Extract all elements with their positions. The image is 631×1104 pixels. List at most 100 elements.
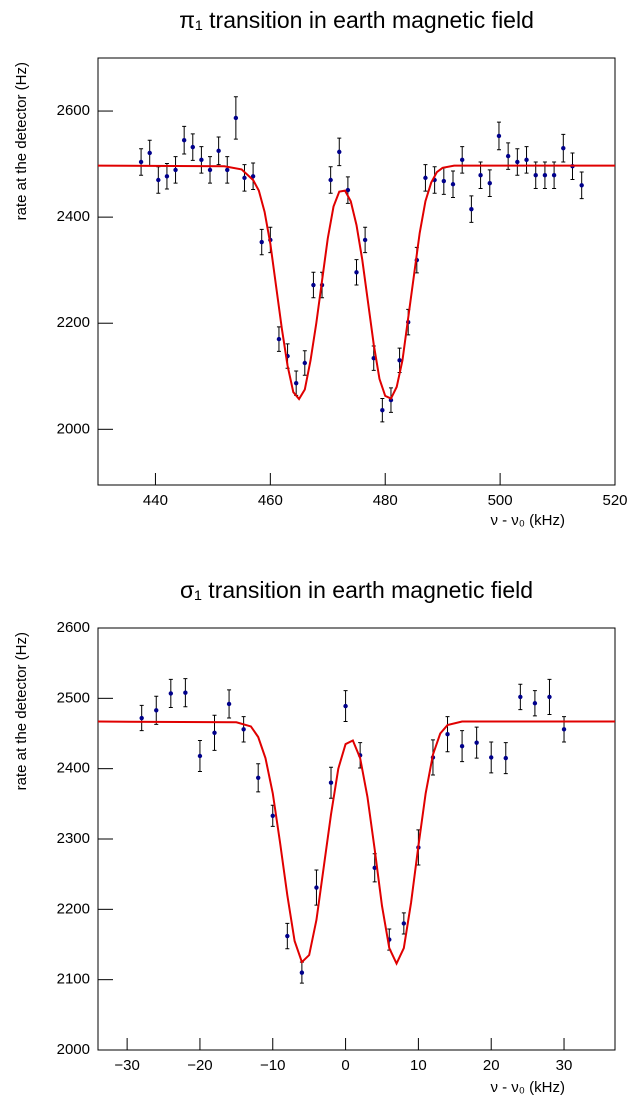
data-point [285, 933, 290, 939]
x-tick-label: −10 [260, 1057, 285, 1074]
data-point [259, 239, 264, 245]
data-point [496, 133, 502, 139]
data-point [190, 144, 195, 150]
data-point [181, 138, 187, 143]
data-point [242, 175, 247, 181]
x-tick-label: 10 [410, 1057, 427, 1074]
chart-title: σ₁ transition in earth magnetic field [180, 577, 533, 603]
panel: π₁ transition in earth magnetic field ν -… [13, 7, 628, 529]
data-point [183, 690, 188, 695]
y-axis-label: rate at the detector (Hz) [13, 62, 30, 220]
data-point [207, 167, 213, 173]
data-point [276, 336, 282, 342]
x-tick-label: −20 [187, 1057, 212, 1074]
data-point [173, 167, 178, 173]
data-point [561, 145, 566, 151]
data-point [250, 174, 256, 179]
data-point [156, 177, 161, 183]
x-tick-label: 20 [483, 1057, 500, 1074]
data-point [487, 180, 492, 186]
data-point [343, 703, 348, 709]
fit-curve [98, 164, 615, 401]
data-point [505, 153, 511, 159]
data-point [138, 159, 144, 165]
data-point [233, 115, 239, 121]
data-point [164, 174, 170, 179]
panel: σ₁ transition in earth magnetic field ν -… [13, 577, 616, 1096]
data-point [225, 167, 230, 173]
data-point [515, 159, 520, 165]
x-tick-label: 460 [258, 492, 283, 509]
data-point [518, 694, 523, 700]
chart-title: π₁ transition in earth magnetic field [179, 7, 534, 33]
y-tick-label: 2400 [57, 208, 90, 225]
x-tick-label: 500 [488, 492, 513, 509]
data-point [459, 743, 465, 749]
data-point [139, 715, 144, 721]
x-axis-label: ν - ν₀ (kHz) [490, 512, 565, 529]
data-point [314, 885, 319, 890]
data-point [371, 356, 376, 361]
data-point [328, 177, 333, 183]
x-tick-label: 30 [556, 1057, 573, 1074]
data-point [147, 150, 152, 156]
data-point [489, 755, 494, 760]
data-point [579, 183, 584, 188]
data-point [532, 701, 538, 706]
data-point [311, 282, 316, 288]
data-point [397, 358, 402, 363]
plot-frame [97, 57, 616, 486]
data-point [474, 740, 479, 745]
y-tick-label: 2200 [57, 900, 90, 917]
y-tick-label: 2300 [57, 830, 90, 847]
data-point [345, 187, 351, 193]
data-point [469, 206, 474, 212]
data-point [154, 708, 159, 713]
x-tick-label: −30 [114, 1057, 139, 1074]
data-point [354, 270, 359, 275]
y-axis-label: rate at the detector (Hz) [13, 632, 30, 790]
y-tick-label: 2000 [57, 420, 90, 437]
y-tick-label: 2600 [57, 102, 90, 119]
y-tick-label: 2600 [57, 619, 90, 636]
data-point [299, 970, 305, 975]
x-tick-label: 0 [341, 1057, 349, 1074]
data-point [441, 178, 447, 184]
data-point [551, 173, 557, 178]
data-point [226, 701, 232, 707]
data-point [478, 173, 483, 178]
data-point [561, 727, 567, 732]
data-point [168, 691, 174, 696]
data-point [542, 173, 548, 178]
data-point [401, 921, 407, 926]
plot-frame [97, 627, 616, 1051]
data-point [255, 775, 261, 781]
data-point [450, 182, 456, 187]
fit-curve [98, 720, 615, 966]
data-point [459, 157, 465, 163]
y-tick-label: 2200 [57, 314, 90, 331]
data-point [423, 175, 428, 181]
y-tick-label: 2400 [57, 760, 90, 777]
data-point [293, 380, 299, 386]
y-tick-label: 2500 [57, 689, 90, 706]
data-point [197, 753, 203, 759]
data-point [302, 360, 307, 366]
x-tick-label: 520 [602, 492, 627, 509]
data-point [216, 148, 221, 154]
data-point [372, 865, 377, 871]
data-point [445, 732, 450, 737]
x-axis-label: ν - ν₀ (kHz) [490, 1079, 565, 1096]
data-point [503, 755, 508, 761]
x-tick-label: 440 [143, 492, 168, 509]
data-point [524, 157, 529, 163]
data-point [547, 694, 552, 700]
data-point [380, 408, 385, 413]
y-tick-label: 2100 [57, 971, 90, 988]
data-point [337, 149, 342, 155]
data-point [270, 813, 275, 818]
data-point [199, 157, 204, 163]
data-point [241, 727, 246, 732]
data-point [362, 237, 368, 243]
data-point [212, 730, 217, 735]
